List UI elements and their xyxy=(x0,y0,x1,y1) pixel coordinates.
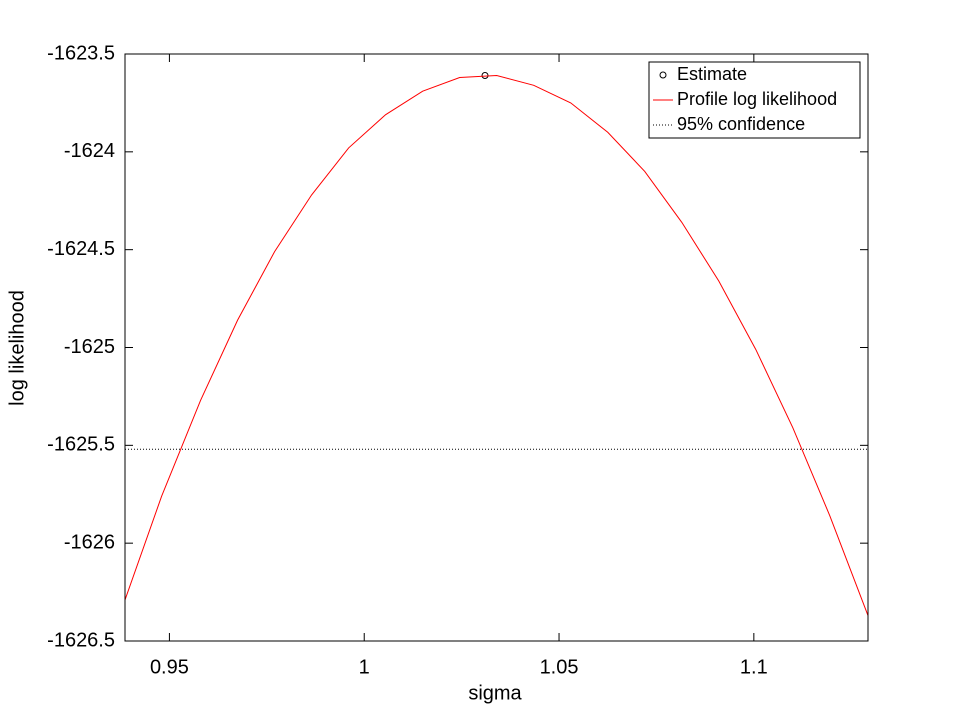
likelihood-line xyxy=(124,75,869,616)
y-axis-label: log likelihood xyxy=(6,290,28,406)
y-tick-label: -1623.5 xyxy=(47,42,115,64)
x-tick-label: 1.1 xyxy=(740,656,768,678)
y-tick-label: -1625.5 xyxy=(47,434,115,456)
legend-symbol xyxy=(659,71,667,79)
x-tick-label: 0.95 xyxy=(150,656,189,678)
legend-label: 95% confidence xyxy=(677,114,805,134)
legend: Estimate Profile log likelihood 95% confid… xyxy=(648,61,861,139)
y-tick-label: -1625 xyxy=(64,336,115,358)
y-tick-label: -1626.5 xyxy=(47,629,115,651)
y-tick-label: -1626 xyxy=(64,531,115,553)
y-tick-label: -1624.5 xyxy=(47,238,115,260)
legend-box xyxy=(648,61,861,139)
legend-label: Estimate xyxy=(677,64,747,84)
x-tick-label: 1 xyxy=(359,656,370,678)
plot-frame xyxy=(124,53,869,642)
legend-label: Profile log likelihood xyxy=(677,89,837,109)
y-tick-label: -1624 xyxy=(64,140,115,162)
x-axis-label: sigma xyxy=(468,682,522,704)
x-tick-label: 1.05 xyxy=(540,656,579,678)
